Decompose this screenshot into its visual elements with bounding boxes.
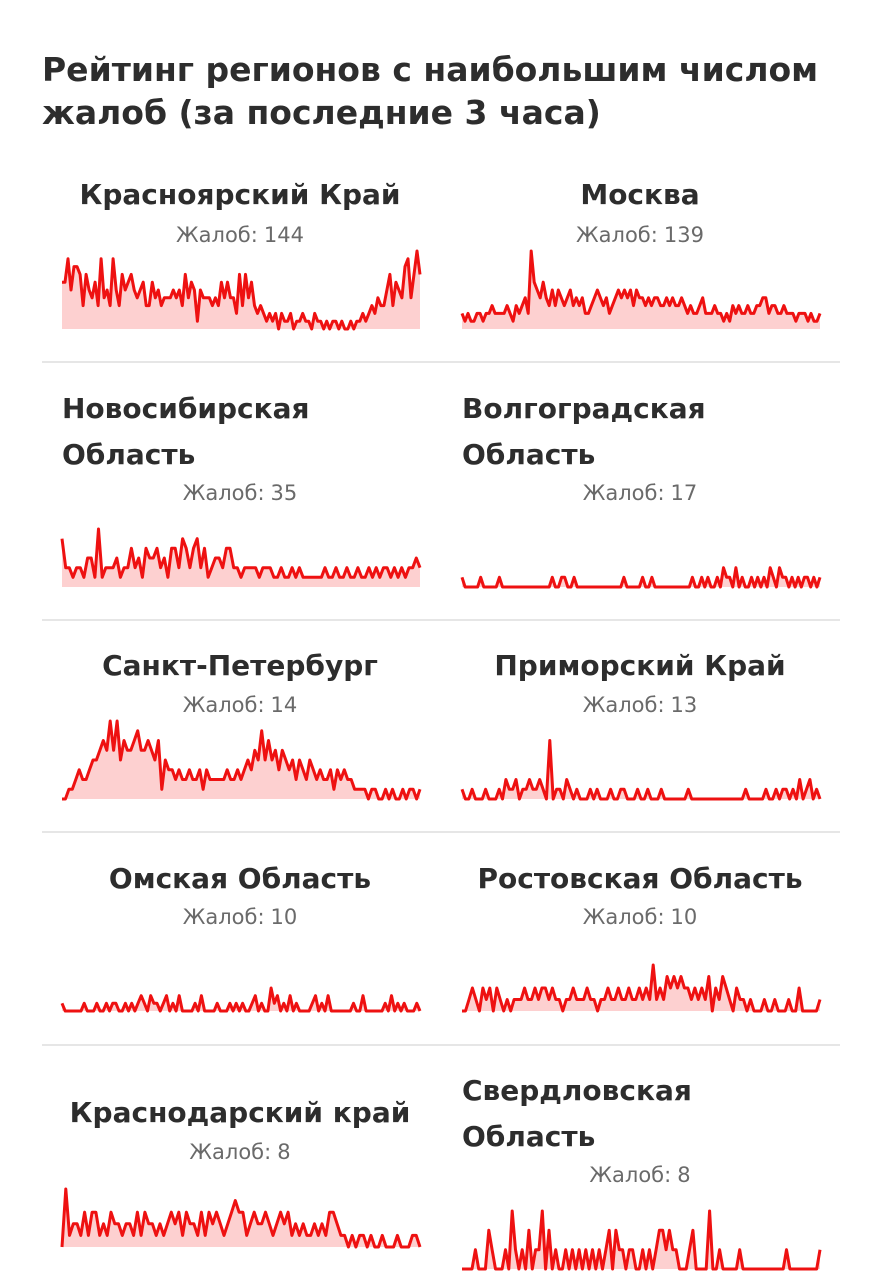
count-value: 8 (277, 1140, 291, 1164)
sparkline-chart (60, 527, 422, 587)
region-count: Жалоб: 13 (440, 692, 840, 718)
region-count: Жалоб: 144 (40, 222, 440, 248)
sparkline-line (462, 1209, 822, 1271)
sparkline-area (62, 988, 420, 1011)
region-name: Приморский Край (494, 649, 786, 682)
sparkline-area (62, 529, 420, 587)
region-count: Жалоб: 10 (40, 904, 440, 930)
divider (42, 619, 840, 621)
count-value: 35 (270, 481, 298, 505)
count-label: Жалоб: (182, 481, 265, 505)
region-name: Санкт-Петербург (102, 649, 378, 682)
sparkline-chart (462, 1209, 822, 1271)
sparkline-chart (62, 719, 422, 801)
count-label: Жалоб: (582, 905, 665, 929)
sparkline-line (460, 566, 822, 589)
region-name: Краснодарский край (69, 1096, 411, 1129)
count-label: Жалоб: (189, 1140, 272, 1164)
region-count: Жалоб: 139 (440, 222, 840, 248)
sparkline-line (60, 1187, 422, 1249)
region-count: Жалоб: 17 (440, 480, 840, 506)
sparkline-area (462, 251, 820, 329)
sparkline-area (462, 965, 820, 1011)
count-value: 139 (663, 223, 704, 247)
count-value: 8 (677, 1163, 691, 1187)
page-title: Рейтинг регионов с наибольшим числом жал… (42, 50, 819, 132)
sparkline-chart (462, 963, 822, 1013)
sparkline-chart (460, 249, 822, 329)
count-label: Жалоб: (182, 693, 265, 717)
sparkline-line (460, 249, 822, 323)
count-value: 144 (263, 223, 304, 247)
sparkline-chart (460, 739, 822, 801)
region-count: Жалоб: 8 (440, 1162, 840, 1188)
count-label: Жалоб: (176, 223, 258, 247)
sparkline-line (462, 963, 822, 1013)
count-label: Жалоб: (589, 1163, 672, 1187)
count-value: 10 (270, 905, 298, 929)
sparkline-line (60, 527, 422, 579)
divider (42, 361, 840, 363)
sparkline-chart (60, 986, 422, 1013)
count-value: 13 (670, 693, 698, 717)
region-name: Москва (580, 178, 700, 211)
count-label: Жалоб: (582, 693, 665, 717)
count-label: Жалоб: (576, 223, 658, 247)
count-value: 14 (270, 693, 298, 717)
region-name: Волгоградская Область (462, 392, 706, 471)
divider (42, 831, 840, 833)
region-count: Жалоб: 8 (40, 1139, 440, 1165)
count-value: 17 (670, 481, 698, 505)
sparkline-line (62, 719, 422, 801)
sparkline-area (62, 1189, 420, 1247)
count-label: Жалоб: (182, 905, 265, 929)
region-name: Красноярский Край (79, 178, 401, 211)
divider (42, 1044, 840, 1046)
sparkline-line (460, 739, 822, 801)
sparkline-line (62, 249, 422, 331)
region-name: Омская Область (108, 862, 372, 895)
region-name: Новосибирская Область (62, 392, 310, 471)
region-count: Жалоб: 10 (440, 904, 840, 930)
sparkline-line (60, 986, 422, 1013)
sparkline-chart (460, 566, 822, 589)
region-name: Свердловская Область (462, 1074, 692, 1153)
region-name: Ростовская Область (477, 862, 803, 895)
sparkline-chart (60, 1187, 422, 1249)
count-value: 10 (670, 905, 698, 929)
region-count: Жалоб: 14 (40, 692, 440, 718)
sparkline-area (62, 721, 420, 799)
count-label: Жалоб: (582, 481, 665, 505)
sparkline-chart (62, 249, 422, 331)
region-count: Жалоб: 35 (40, 480, 440, 506)
